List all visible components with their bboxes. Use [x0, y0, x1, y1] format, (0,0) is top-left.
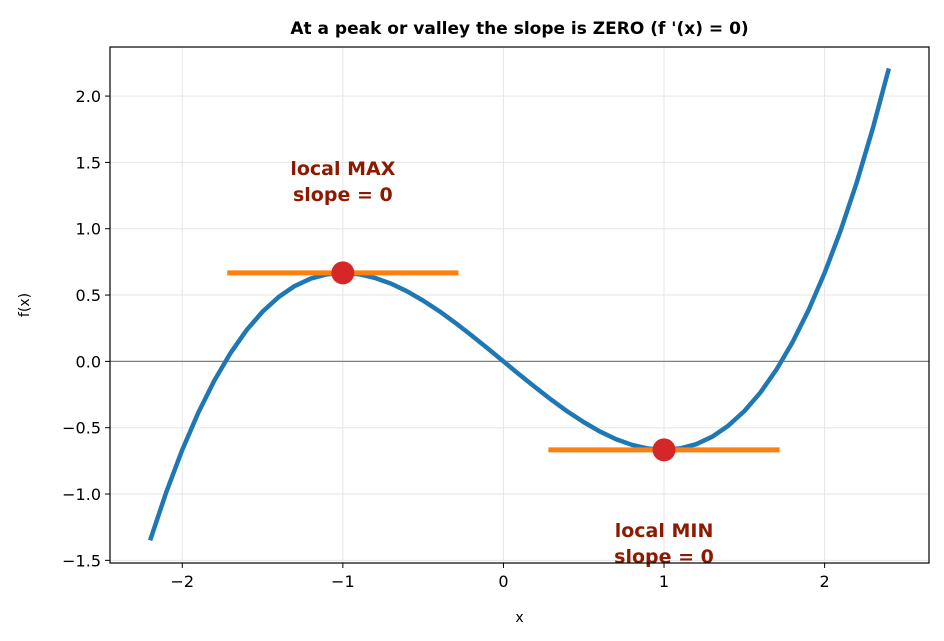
function-curve [148, 67, 892, 542]
grid [110, 47, 929, 563]
y-tick-label: 2.0 [76, 87, 101, 106]
x-tick-label: 0 [498, 572, 508, 591]
annotation-text: local MIN [615, 520, 714, 542]
x-tick-label: −1 [331, 572, 355, 591]
y-tick-label: 0.0 [76, 352, 101, 371]
extremum-point [331, 261, 355, 285]
annotation-text: local MAX [290, 158, 395, 180]
y-tick-label: −1.5 [62, 551, 101, 570]
y-tick-label: 1.5 [76, 153, 101, 172]
y-tick-label: 0.5 [76, 286, 101, 305]
x-tick-label: 1 [659, 572, 669, 591]
x-axis-label: x [515, 610, 523, 626]
y-axis-ticks: −1.5 −1.0 −0.5 0.0 0.5 1.0 1.5 2.0 [62, 87, 110, 570]
x-axis-ticks: −2 −1 0 1 2 [170, 563, 830, 591]
y-tick-label: 1.0 [76, 220, 101, 239]
y-tick-label: −0.5 [62, 419, 101, 438]
y-tick-label: −1.0 [62, 485, 101, 504]
x-tick-label: 2 [820, 572, 830, 591]
chart-title: At a peak or valley the slope is ZERO (f… [290, 19, 748, 39]
curve-group [148, 67, 892, 542]
annotation-text: slope = 0 [293, 184, 393, 206]
plot-frame [109, 46, 930, 564]
extremum-points [331, 261, 676, 462]
y-axis-label: f(x) [17, 293, 33, 317]
x-tick-label: −2 [170, 572, 194, 591]
extremum-point [652, 438, 676, 462]
